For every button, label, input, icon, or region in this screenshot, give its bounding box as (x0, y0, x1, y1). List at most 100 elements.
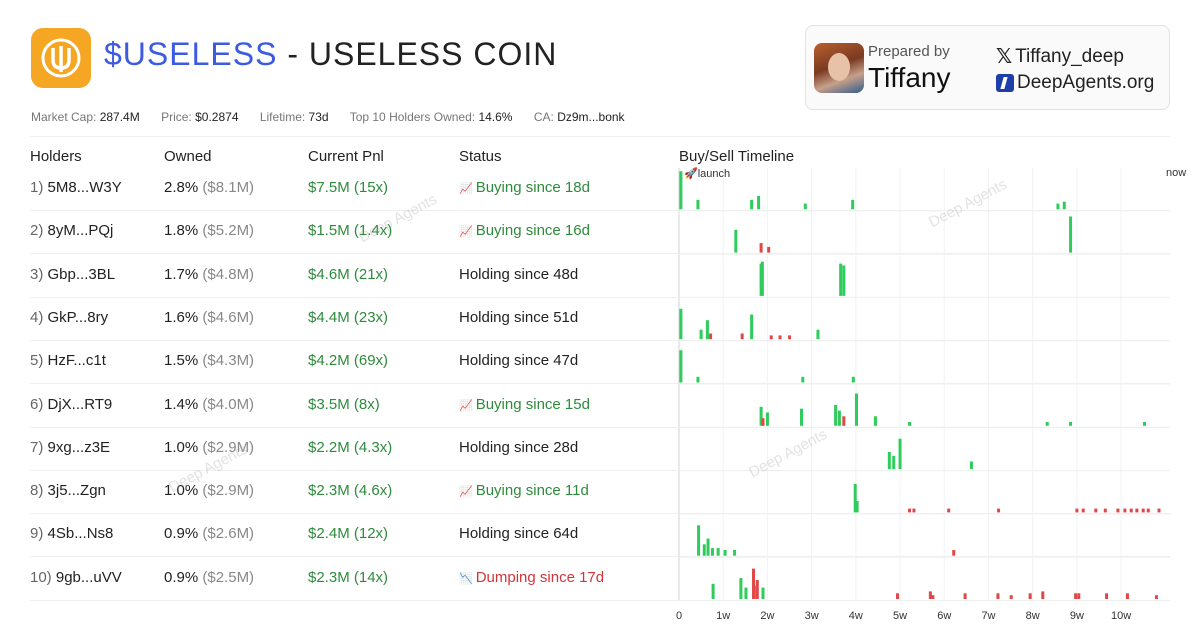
owned-usd: ($2.5M) (202, 568, 255, 586)
owned-cell: 1.6% ($4.6M) (164, 309, 254, 326)
x-handle: Tiffany_deep (1015, 45, 1124, 67)
sell-bar (908, 508, 912, 513)
table-row[interactable]: 5) HzF...c1t 1.5% ($4.3M) $4.2M (69x) Holdi… (0, 341, 1200, 385)
sell-bar (963, 593, 967, 599)
table-row[interactable]: 7) 9xg...z3E 1.0% ($2.9M) $2.2M (4.3x) Hold… (0, 428, 1200, 471)
now-marker: now (1166, 167, 1187, 179)
holder-address[interactable]: 8) 3j5...Zgn (30, 482, 106, 499)
table-row[interactable]: 3) Gbp...3BL 1.7% ($4.8M) $4.6M (21x) Holdi… (0, 255, 1200, 298)
buy-bar (679, 350, 683, 383)
holder-address[interactable]: 2) 8yM...PQj (30, 222, 113, 239)
sell-bar (842, 416, 846, 426)
row-index: 4) (30, 308, 44, 326)
table-row[interactable]: 4) GkP...8ry 1.6% ($4.6M) $4.4M (23x) Holdi… (0, 298, 1200, 341)
sell-bar (1157, 508, 1161, 513)
current-pnl: $2.3M (14x) (308, 568, 389, 586)
price-value: $0.2874 (195, 110, 239, 124)
owned-usd: ($4.8M) (202, 265, 255, 283)
market-cap-value: 287.4M (99, 110, 140, 124)
sell-bar (740, 333, 744, 340)
status-cell: Holding since 28d (459, 439, 578, 456)
holder-address[interactable]: 10) 9gb...uVV (30, 569, 122, 586)
owned-usd: ($4.6M) (202, 308, 255, 326)
status-cell: Holding since 48d (459, 266, 578, 283)
owned-cell: 1.0% ($2.9M) (164, 439, 254, 456)
current-pnl: $7.5M (15x) (308, 179, 389, 196)
x-handle-link[interactable]: 𝕏 Tiffany_deep (996, 44, 1124, 69)
buy-bar (834, 404, 838, 426)
table-row[interactable]: 1) 5M8...W3Y 2.8% ($8.1M) $7.5M (15x) 📈 Buyi… (0, 168, 1200, 211)
table-row[interactable]: 9) 4Sb...Ns8 0.9% ($2.6M) $2.4M (12x) Holdi… (0, 514, 1200, 558)
holder-id: 5M8...W3Y (47, 179, 122, 196)
x-tick-label: 3w (804, 610, 819, 622)
current-pnl: $1.5M (1.4x) (308, 222, 393, 240)
status-text: Buying since 16d (475, 222, 590, 240)
row-divider (30, 383, 1170, 385)
buy-bar (839, 263, 843, 296)
owned-usd: ($2.9M) (202, 438, 255, 456)
chart-up-icon: 📈 (459, 399, 473, 412)
launch-marker: 🚀launch (684, 168, 731, 180)
row-index: 10) (30, 568, 52, 586)
row-divider (30, 599, 1170, 601)
current-pnl: $4.4M (23x) (308, 308, 389, 326)
sell-bar (952, 550, 956, 556)
status-text: Holding since 51d (459, 308, 579, 326)
buy-bar (734, 229, 738, 253)
table-row[interactable]: 10) 9gb...uVV 0.9% ($2.5M) $2.3M (14x) 📉 Dum… (0, 558, 1200, 601)
holder-address[interactable]: 9) 4Sb...Ns8 (30, 525, 113, 542)
row-index: 7) (30, 438, 44, 456)
sell-bar (928, 591, 932, 599)
owned-percent: 1.6% (164, 308, 199, 326)
sell-bar (752, 568, 756, 599)
table-row[interactable]: 8) 3j5...Zgn 1.0% ($2.9M) $2.3M (4.6x) 📈 Buy… (0, 471, 1200, 515)
table-row[interactable]: 2) 8yM...PQj 1.8% ($5.2M) $1.5M (1.4x) 📈 Buy… (0, 211, 1200, 255)
holder-address[interactable]: 4) GkP...8ry (30, 309, 108, 326)
holder-address[interactable]: 5) HzF...c1t (30, 352, 106, 369)
column-header-holders: Holders (30, 148, 82, 165)
buy-bar (702, 544, 706, 556)
current-pnl: $2.2M (4.3x) (308, 438, 393, 456)
holder-address[interactable]: 3) Gbp...3BL (30, 266, 115, 283)
buy-bar (757, 196, 761, 210)
row-index: 6) (30, 395, 44, 413)
buy-bar (851, 376, 855, 383)
row-index: 8) (30, 482, 44, 500)
status-text: Holding since 47d (459, 352, 579, 370)
row-divider (30, 426, 1170, 428)
buy-bar (710, 548, 714, 556)
sell-bar (1135, 508, 1139, 513)
row-divider (30, 513, 1170, 515)
sell-bar (1081, 508, 1085, 513)
holder-id: 3j5...Zgn (47, 482, 106, 500)
buy-bar (744, 587, 748, 599)
holder-address[interactable]: 6) DjX...RT9 (30, 396, 112, 413)
buy-bar (1045, 422, 1049, 426)
column-header-status: Status (459, 148, 502, 165)
sell-bar (1041, 591, 1045, 599)
holder-address[interactable]: 1) 5M8...W3Y (30, 179, 122, 196)
owned-usd: ($2.9M) (202, 482, 255, 500)
contract-address-value[interactable]: Dz9m...bonk (557, 110, 625, 124)
status-text: Buying since 18d (475, 179, 590, 196)
sell-bar (912, 508, 916, 513)
buy-bar (723, 550, 727, 556)
buy-bar (892, 455, 896, 470)
status-cell: 📉 Dumping since 17d (459, 569, 604, 586)
buy-bar (801, 376, 805, 383)
current-pnl: $2.4M (12x) (308, 525, 389, 543)
table-row[interactable]: 6) DjX...RT9 1.4% ($4.0M) $3.5M (8x) 📈 Buyin… (0, 385, 1200, 428)
website-link[interactable]: DeepAgents.org (996, 72, 1154, 94)
buy-bar (711, 583, 715, 599)
owned-cell: 0.9% ($2.6M) (164, 525, 254, 542)
chart-up-icon: 📈 (459, 226, 473, 239)
status-text: Buying since 11d (475, 482, 589, 500)
owned-usd: ($5.2M) (202, 222, 255, 240)
status-cell: 📈 Buying since 18d (459, 179, 590, 196)
holder-address[interactable]: 7) 9xg...z3E (30, 439, 110, 456)
divider (30, 136, 1170, 137)
x-tick-label: 6w (937, 610, 952, 622)
buy-bar (696, 199, 700, 210)
avatar (814, 43, 864, 93)
prepared-by-card: Prepared by Tiffany 𝕏 Tiffany_deep DeepA… (805, 25, 1170, 110)
